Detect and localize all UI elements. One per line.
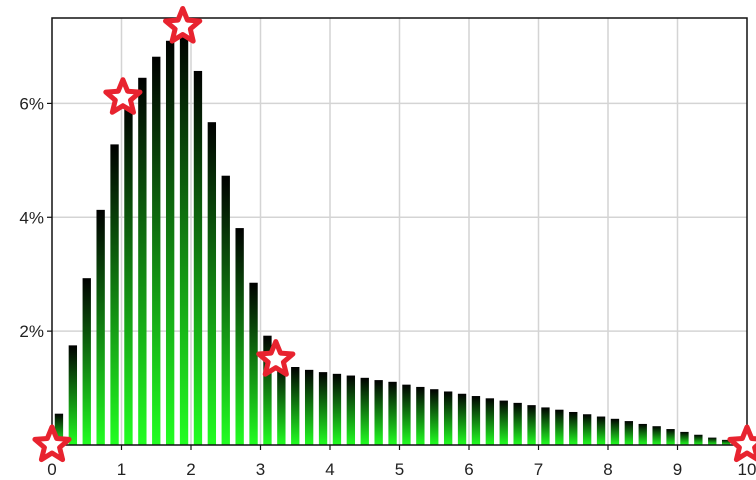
star-marker-icon (163, 6, 203, 44)
bar (582, 414, 592, 445)
y-tick-label: 2% (19, 322, 44, 341)
x-tick-label: 0 (47, 460, 56, 479)
bar (680, 431, 689, 445)
x-tick-label: 9 (673, 460, 682, 479)
bar (318, 372, 328, 445)
bar (610, 418, 620, 445)
x-tick-label: 8 (603, 460, 612, 479)
bar (207, 122, 217, 446)
bar (569, 411, 578, 445)
star-marker-icon (256, 339, 296, 377)
bar (485, 398, 495, 445)
bar (332, 373, 342, 445)
bar (82, 278, 91, 445)
x-tick-label: 1 (117, 460, 126, 479)
bar (443, 391, 453, 445)
bar (416, 386, 425, 445)
y-tick-label: 6% (19, 94, 44, 113)
x-tick-label: 3 (256, 460, 265, 479)
bar (596, 416, 606, 445)
bar (541, 407, 550, 445)
bar (555, 409, 564, 445)
bar (165, 40, 175, 445)
x-tick-label: 7 (534, 460, 543, 479)
bar (694, 434, 703, 445)
bar (499, 400, 508, 445)
bars (54, 32, 745, 446)
bar (360, 377, 369, 445)
bar (666, 429, 675, 445)
star-marker-icon (103, 77, 143, 115)
x-tick-label: 2 (186, 460, 195, 479)
bar (193, 70, 203, 445)
bar (374, 380, 383, 445)
bar (249, 282, 258, 445)
bar (263, 335, 272, 445)
star-marker-icon (32, 424, 72, 463)
star-marker-icon (727, 424, 756, 463)
bar (304, 369, 314, 445)
x-tick-label: 4 (325, 460, 334, 479)
bar (513, 402, 522, 445)
bar (527, 405, 536, 445)
x-tick-label: 6 (464, 460, 473, 479)
y-axis-ticks: 2% 4% 6% (19, 94, 52, 341)
x-tick-label: 10 (738, 460, 756, 479)
bar (221, 175, 230, 446)
bar (235, 228, 244, 445)
y-tick-label: 4% (19, 208, 44, 227)
x-tick-label: 5 (395, 460, 404, 479)
bar (179, 32, 189, 445)
bar (471, 396, 481, 445)
bar (402, 384, 411, 445)
bar (152, 56, 161, 446)
bar (652, 426, 661, 445)
bar (54, 413, 64, 445)
bar (346, 375, 356, 445)
bar (457, 393, 467, 445)
bar (638, 423, 647, 445)
bar (68, 345, 78, 445)
bar (124, 102, 133, 446)
bar (624, 421, 634, 445)
x-axis-ticks: 0 1 2 3 4 5 6 7 8 9 10 (47, 445, 756, 479)
bar (138, 77, 147, 445)
star-markers (32, 6, 756, 463)
bar (430, 389, 439, 445)
bar (96, 209, 105, 445)
bar (721, 439, 731, 445)
bar (388, 381, 397, 445)
bar (110, 144, 119, 445)
bar (708, 437, 717, 445)
bar (291, 367, 300, 445)
bar (277, 362, 286, 445)
